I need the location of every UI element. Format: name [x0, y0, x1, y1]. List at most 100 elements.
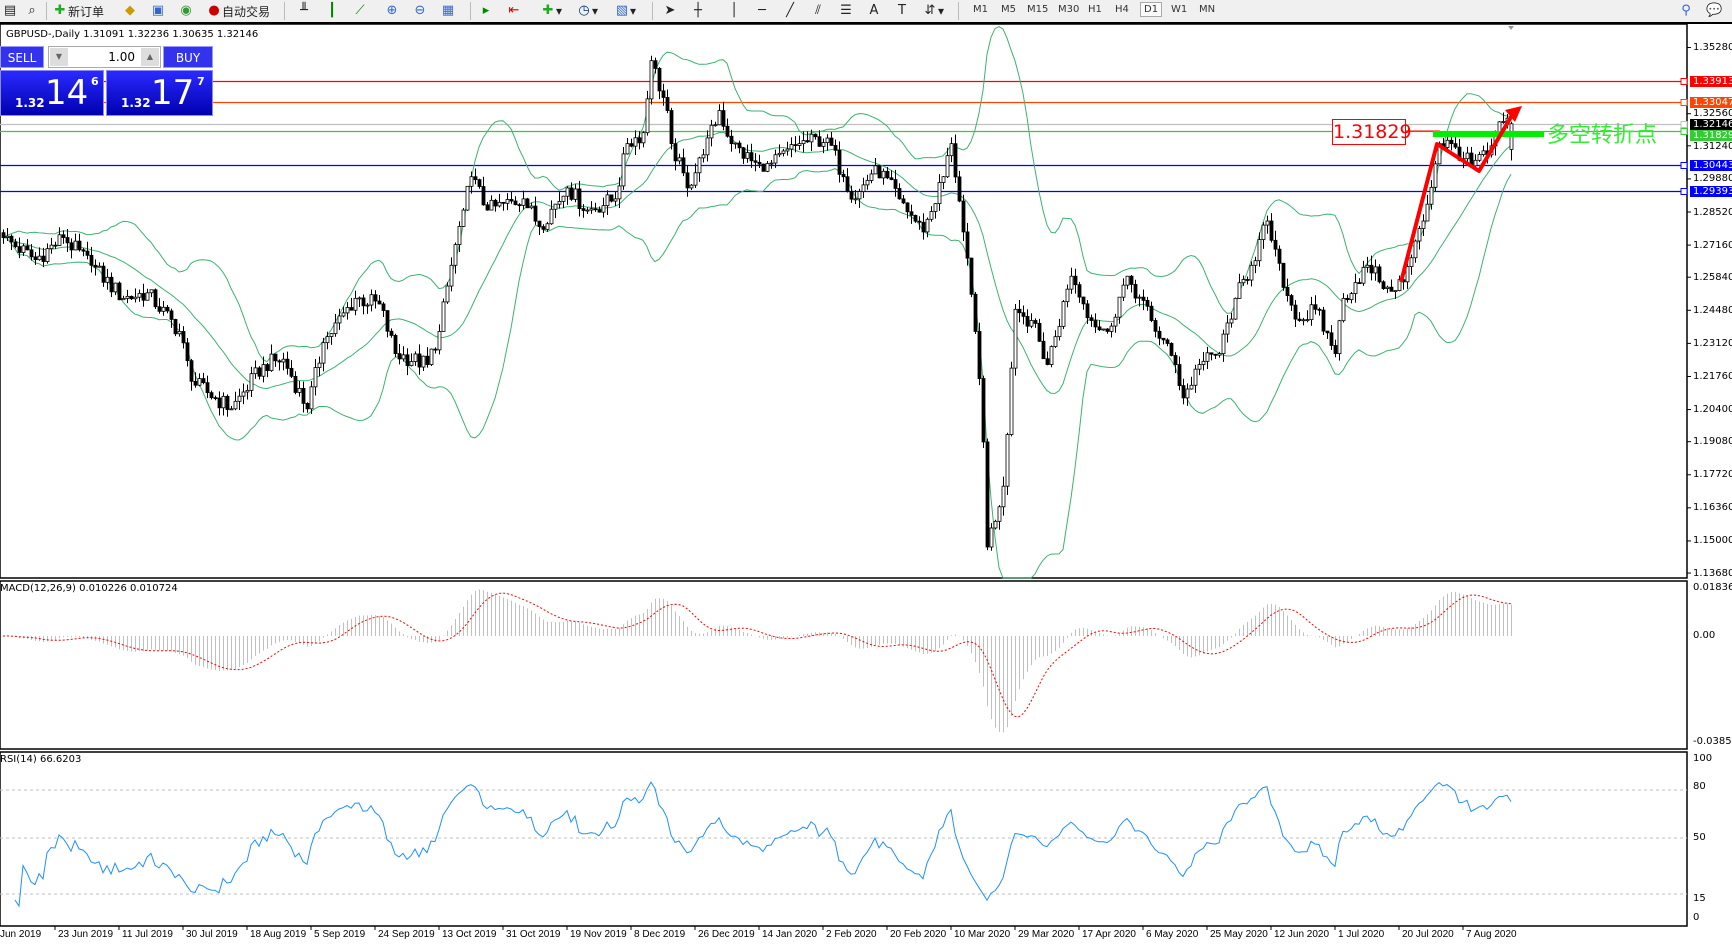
candle: [633, 130, 638, 155]
candle-body: [521, 198, 526, 206]
turning-point-annotation[interactable]: 多空转折点: [1547, 123, 1658, 148]
autoscroll-icon[interactable]: ▸: [482, 3, 490, 18]
candle: [729, 129, 734, 152]
horizontal-line-icon[interactable]: ─: [758, 3, 766, 18]
lot-decrease-button[interactable]: ▼: [50, 48, 68, 66]
candle-body: [661, 90, 666, 98]
timeframe-w1[interactable]: W1: [1171, 4, 1188, 15]
zoom-out-icon[interactable]: ⊖: [414, 3, 426, 18]
timeframe-m5[interactable]: M5: [1001, 4, 1016, 15]
candle-body: [309, 386, 314, 410]
price-annotation-label[interactable]: 1.31829: [1332, 119, 1412, 145]
candle-body: [713, 124, 718, 127]
candle: [805, 131, 810, 143]
horizontal-line-price-label[interactable]: 1.30443: [1690, 160, 1732, 171]
crosshair-icon[interactable]: ┼: [694, 3, 702, 18]
candle-body: [669, 110, 674, 145]
horizontal-line-price-label[interactable]: 1.31829: [1690, 130, 1732, 142]
candle-body: [469, 176, 474, 187]
buy-button[interactable]: BUY: [163, 46, 213, 68]
candle-body: [941, 176, 946, 183]
trendline-icon[interactable]: ╱: [786, 3, 794, 18]
horizontal-line-price-label[interactable]: 1.32146: [1690, 119, 1732, 131]
candle-body: [637, 137, 642, 144]
auto-trading-button[interactable]: ● 自动交易: [206, 2, 270, 20]
buy-price[interactable]: 1.32 17 7: [106, 70, 213, 116]
candle: [525, 197, 530, 209]
templates-menu-icon[interactable]: ▧ ▾: [615, 3, 637, 18]
lot-increase-button[interactable]: ▲: [141, 48, 159, 66]
new-chart-icon[interactable]: ▤: [3, 3, 17, 18]
timeframe-h1[interactable]: H1: [1088, 4, 1102, 15]
candle-body: [85, 250, 90, 256]
candle-body: [753, 160, 758, 163]
lot-size-input[interactable]: [69, 48, 135, 65]
signals-icon[interactable]: ◉: [180, 3, 192, 18]
chat-icon[interactable]: 💬: [1706, 3, 1723, 18]
sell-button[interactable]: SELL: [0, 46, 44, 68]
candle: [825, 134, 830, 151]
candle-body: [761, 163, 766, 172]
fibonacci-icon[interactable]: ☰: [840, 3, 852, 18]
periods-menu-icon[interactable]: ◷ ▾: [578, 3, 599, 18]
horizontal-line-price-label[interactable]: 1.29393: [1690, 186, 1732, 197]
candle: [353, 290, 358, 316]
strategy-tester-icon[interactable]: ⌕: [28, 3, 36, 18]
vertical-line-icon[interactable]: │: [730, 3, 738, 18]
line-chart-icon[interactable]: ⟋: [355, 3, 365, 18]
candlestick-icon[interactable]: ┃: [328, 3, 336, 18]
candle-body: [153, 289, 158, 308]
bollinger-lower: [2, 168, 1512, 579]
candle: [317, 356, 322, 377]
candle-body: [325, 336, 330, 344]
candle: [565, 186, 570, 205]
horizontal-line-price-label[interactable]: 1.33913: [1690, 76, 1732, 87]
text-label-icon[interactable]: T: [898, 3, 906, 18]
timeframe-m15[interactable]: M15: [1027, 4, 1049, 15]
timeframe-d1[interactable]: D1: [1140, 2, 1163, 17]
arrows-menu-icon[interactable]: ⇵ ▾: [924, 3, 945, 18]
candle: [989, 523, 994, 551]
candle-body: [541, 226, 546, 230]
candle: [509, 191, 514, 204]
rsi-label: RSI(14) 66.6203: [0, 754, 82, 765]
timeframe-m1[interactable]: M1: [973, 4, 988, 15]
new-order-button[interactable]: ✚ 新订单: [52, 2, 104, 20]
candle: [673, 138, 678, 171]
bar-chart-icon[interactable]: ╨: [300, 3, 308, 18]
date-axis-label: 19 Nov 2019: [570, 929, 627, 940]
chart-shift-icon[interactable]: ⇤: [508, 3, 520, 18]
metaeditor-icon[interactable]: ◆: [125, 3, 135, 18]
candle-body: [457, 226, 462, 246]
timeframe-mn[interactable]: MN: [1199, 4, 1216, 15]
candle-body: [925, 218, 930, 233]
candle-body: [1, 232, 6, 238]
candle: [661, 83, 666, 106]
equidistant-channel-icon[interactable]: ⫽: [815, 3, 821, 18]
candle-body: [801, 140, 806, 145]
navigator-icon[interactable]: ▣: [151, 3, 165, 18]
candle: [1481, 145, 1486, 157]
candle: [389, 328, 394, 338]
candle: [593, 202, 598, 212]
tile-windows-icon[interactable]: ▦: [441, 3, 455, 18]
candle: [1293, 300, 1298, 328]
zoom-in-icon[interactable]: ⊕: [386, 3, 398, 18]
candle: [1285, 278, 1290, 302]
candle: [941, 176, 946, 190]
candle-body: [389, 330, 394, 336]
cursor-icon[interactable]: ➤: [664, 3, 676, 18]
candle-body: [785, 148, 790, 152]
candle: [865, 174, 870, 190]
horizontal-line-price-label[interactable]: 1.33047: [1690, 97, 1732, 108]
timeframe-m30[interactable]: M30: [1058, 4, 1080, 15]
candle-body: [141, 293, 146, 301]
text-icon[interactable]: A: [869, 3, 879, 18]
indicators-menu-icon[interactable]: ✚ ▾: [542, 3, 563, 18]
search-icon[interactable]: ⚲: [1681, 3, 1691, 18]
candle-body: [1289, 295, 1294, 306]
candle: [1045, 351, 1050, 366]
timeframe-h4[interactable]: H4: [1115, 4, 1129, 15]
sell-price[interactable]: 1.32 14 6: [0, 70, 104, 116]
